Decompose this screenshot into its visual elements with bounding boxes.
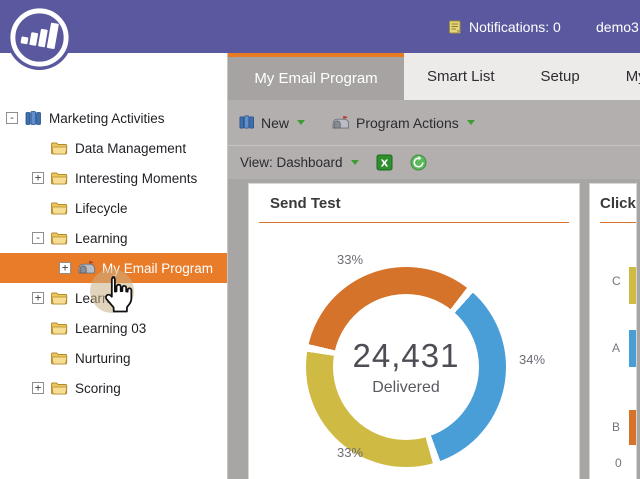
folder-icon — [50, 290, 69, 307]
new-button-label: New — [261, 114, 290, 131]
bar-category-label: C — [612, 274, 621, 288]
program-actions-button[interactable]: Program Actions — [331, 115, 475, 131]
folder-icon — [50, 170, 69, 187]
delivered-count: 24,431 — [352, 337, 460, 374]
export-excel-button[interactable]: X — [376, 154, 393, 171]
donut-center: 24,431 Delivered — [333, 294, 479, 440]
tree-item-label: Learning 03 — [75, 320, 147, 336]
segment-label-blue: 34% — [519, 352, 546, 367]
bar-b[interactable] — [629, 410, 636, 445]
chevron-down-icon — [350, 160, 359, 165]
tree-item-lifecycle[interactable]: Lifecycle — [0, 193, 227, 223]
tree-item-marketing-activities[interactable]: - Marketing Activities — [0, 103, 227, 133]
collapse-box-icon[interactable]: - — [32, 232, 44, 244]
panel-title-divider — [600, 222, 636, 223]
panel-title-divider — [259, 222, 569, 223]
dashboard-area: Send Test 24,431 Delivered 33% 34% 33% C… — [228, 179, 640, 479]
bar-category-label: B — [612, 420, 621, 434]
tab-my-email-program[interactable]: My Email Program — [228, 53, 404, 100]
bar-category-label: A — [612, 341, 621, 355]
view-bar: View: Dashboard X — [228, 145, 640, 179]
tab-label: Smart List — [427, 68, 495, 85]
app-header: Notifications: 0 demo3 — [0, 0, 640, 53]
tab-label: My — [625, 68, 640, 85]
expand-box-icon[interactable]: + — [32, 382, 44, 394]
clicked-link-panel: Click C A B 0 — [589, 183, 637, 479]
tab-setup[interactable]: Setup — [518, 53, 603, 100]
excel-x-glyph: X — [380, 159, 388, 170]
tree-item-learning[interactable]: - Learning — [0, 223, 227, 253]
expand-box-icon[interactable]: + — [32, 292, 44, 304]
tree-item-label: Lifecycle — [75, 200, 128, 216]
marketo-logo-icon[interactable] — [5, 3, 74, 72]
tree-item-label: Interesting Moments — [75, 170, 198, 186]
folder-icon — [50, 380, 69, 397]
notifications-button[interactable]: Notifications: 0 — [447, 0, 561, 53]
navigation-tree-sidebar: - Marketing Activities Data Management — [0, 53, 228, 479]
refresh-button[interactable] — [410, 154, 427, 171]
tree-item-my-email-program[interactable]: + My Email Program — [0, 253, 227, 283]
tree-item-interesting-moments[interactable]: + Interesting Moments — [0, 163, 227, 193]
tab-label: Setup — [540, 68, 580, 85]
expand-box-icon[interactable]: + — [59, 262, 71, 274]
segment-label-yellow: 33% — [337, 445, 364, 460]
expand-box-icon[interactable]: + — [32, 172, 44, 184]
folder-icon — [50, 230, 69, 247]
main-content: My Email Program Smart List Setup My New — [228, 53, 640, 479]
tab-my-clipped[interactable]: My — [603, 53, 640, 100]
send-test-panel: Send Test 24,431 Delivered 33% 34% 33% — [248, 183, 580, 479]
folder-icon — [50, 350, 69, 367]
user-menu[interactable]: demo3 — [596, 18, 639, 35]
tab-label: My Email Program — [254, 70, 378, 87]
tab-smart-list[interactable]: Smart List — [404, 53, 518, 100]
send-test-donut-chart[interactable]: 24,431 Delivered — [306, 267, 506, 467]
notifications-icon — [449, 20, 462, 34]
panel-title: Click — [600, 195, 636, 212]
hand-cursor-icon — [105, 276, 133, 313]
tree-item-label: Nurturing — [75, 350, 131, 366]
panel-title: Send Test — [270, 195, 341, 212]
delivered-label: Delivered — [372, 379, 440, 396]
new-cabinet-icon — [239, 115, 254, 129]
tree-item-scoring[interactable]: + Scoring — [0, 373, 227, 403]
tree-item-label: Learning — [75, 230, 128, 246]
view-dropdown-label: View: Dashboard — [240, 155, 343, 170]
mailbox-icon — [77, 260, 96, 277]
marketing-activities-tree: - Marketing Activities Data Management — [0, 53, 227, 403]
tab-strip: Smart List Setup My — [404, 53, 640, 100]
segment-label-orange: 33% — [337, 252, 364, 267]
notifications-label: Notifications: 0 — [469, 18, 561, 35]
bar-a[interactable] — [629, 330, 636, 367]
program-actions-label: Program Actions — [356, 114, 459, 131]
folder-icon — [50, 200, 69, 217]
program-toolbar: New Program Actions — [228, 100, 640, 145]
tree-item-label: Data Management — [75, 140, 187, 156]
chevron-down-icon — [297, 120, 306, 125]
folder-icon — [50, 320, 69, 337]
tree-item-label: My Email Program — [102, 260, 214, 276]
tree-item-learning-03[interactable]: Learning 03 — [0, 313, 227, 343]
axis-zero-label: 0 — [615, 456, 622, 470]
cabinet-icon — [24, 110, 43, 127]
collapse-box-icon[interactable]: - — [6, 112, 18, 124]
folder-icon — [50, 140, 69, 157]
tree-item-label: Scoring — [75, 380, 121, 396]
bar-c[interactable] — [629, 267, 636, 304]
mailbox-icon — [332, 115, 350, 129]
view-dashboard-dropdown[interactable]: View: Dashboard — [240, 155, 359, 170]
chevron-down-icon — [466, 120, 475, 125]
tree-item-data-management[interactable]: Data Management — [0, 133, 227, 163]
new-button[interactable]: New — [238, 114, 306, 131]
tree-item-nurturing[interactable]: Nurturing — [0, 343, 227, 373]
tree-item-label: Marketing Activities — [49, 110, 165, 126]
